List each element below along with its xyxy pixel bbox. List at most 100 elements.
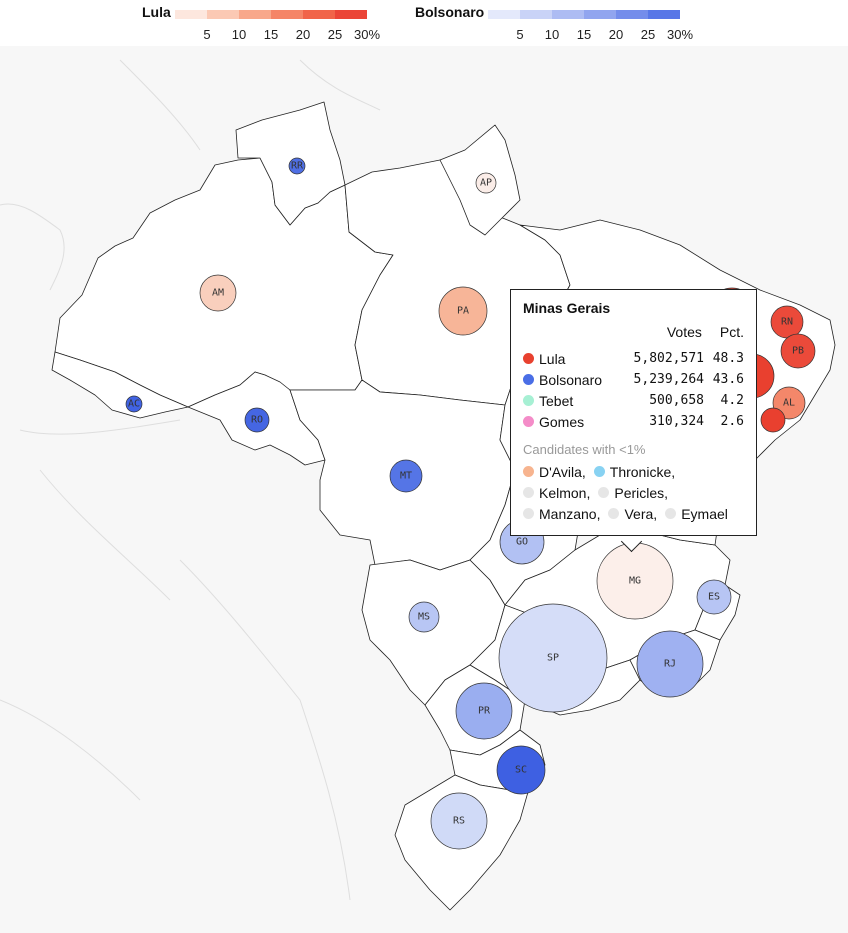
state-circle-pb[interactable] — [780, 333, 816, 369]
candidate-pct: 4.2 — [720, 393, 744, 408]
candidate-name: Gomes — [539, 413, 585, 430]
state-label-ro: RO — [251, 415, 263, 426]
lula-swatch — [207, 10, 239, 19]
state-circle-pa[interactable] — [438, 286, 488, 336]
state-label-pa: PA — [457, 306, 469, 317]
state-circle-ms[interactable] — [408, 601, 440, 633]
minor-candidate-name: Thronicke, — [609, 463, 676, 480]
lula-swatch — [239, 10, 271, 19]
neighbor-countries — [0, 59, 381, 901]
state-circle-ac[interactable] — [125, 395, 143, 413]
candidate-row: Gomes 310,324 2.6 — [523, 411, 744, 432]
minor-candidates-line: Kelmon, Pericles, — [523, 482, 744, 503]
state-label-es: ES — [708, 592, 720, 603]
state-label-al: AL — [783, 398, 795, 409]
state-circle-am[interactable] — [199, 274, 237, 312]
state-label-rn: RN — [781, 317, 793, 328]
minor-candidates-line: D'Avila, Thronicke, — [523, 461, 744, 482]
candidate-color-dot — [523, 374, 534, 385]
minor-candidate: D'Avila, — [523, 464, 586, 480]
lula-swatch — [335, 10, 367, 19]
candidate-color-dot — [523, 416, 534, 427]
state-circle-pr[interactable] — [455, 682, 513, 740]
bolsonaro-tick-label: 5 — [516, 27, 524, 42]
candidate-pct: 43.6 — [712, 372, 744, 387]
state-label-go: GO — [516, 537, 528, 548]
legend-title-bolsonaro: Bolsonaro — [415, 4, 485, 20]
minor-candidate-name: Vera, — [624, 505, 658, 522]
state-label-ac: AC — [128, 399, 140, 410]
bolsonaro-swatch — [488, 10, 520, 19]
minor-candidate-name: Pericles, — [614, 484, 669, 501]
bolsonaro-swatch — [520, 10, 552, 19]
state-circle-northeast-21[interactable] — [760, 407, 786, 433]
candidate-votes: 310,324 — [649, 414, 704, 429]
state-label-sc: SC — [515, 765, 527, 776]
minor-candidate-name: Kelmon, — [539, 484, 591, 501]
pct-column-header: Pct. — [719, 324, 744, 340]
state-label-pr: PR — [478, 706, 491, 717]
tooltip-title: Minas Gerais — [523, 300, 611, 316]
minor-candidate-dot — [523, 487, 534, 498]
candidate-color-dot — [523, 395, 534, 406]
minor-candidate: Thronicke, — [593, 463, 676, 480]
state-label-am: AM — [212, 288, 224, 299]
bolsonaro-swatch — [616, 10, 648, 19]
state-circle-ro[interactable] — [244, 407, 270, 433]
state-tooltip: Minas Gerais Votes Pct. Lula 5,802,571 48.… — [510, 289, 757, 536]
minor-candidate-name: D'Avila, — [539, 463, 586, 480]
candidate-pct: 2.6 — [720, 414, 744, 429]
lula-tick-label: 10 — [231, 27, 247, 42]
candidate-name: Tebet — [539, 392, 574, 409]
minor-candidate: Vera, — [608, 506, 657, 522]
lula-tick-label: 15 — [263, 27, 279, 42]
state-label-rj: RJ — [664, 659, 676, 670]
state-label-pb: PB — [792, 346, 804, 357]
bolsonaro-swatch — [584, 10, 616, 19]
lula-tick-label: 25 — [327, 27, 343, 42]
legend-title-lula: Lula — [142, 4, 171, 20]
state-label-ap: AP — [480, 178, 492, 189]
minor-candidate-dot — [523, 466, 534, 477]
candidate-row: Bolsonaro 5,239,264 43.6 — [523, 369, 744, 390]
candidate-pct: 48.3 — [712, 351, 744, 366]
bolsonaro-swatch — [552, 10, 584, 19]
minor-candidate-name: Manzano, — [539, 505, 601, 522]
minor-candidate-dot — [523, 508, 534, 519]
legend-bar: Lula 5 10 15 20 25 30% Bolsonaro 5 10 15 20 25 30% — [0, 0, 848, 46]
candidate-name: Bolsonaro — [539, 371, 603, 388]
state-circle-rj[interactable] — [636, 630, 704, 698]
minor-candidate-dot — [608, 508, 620, 519]
lula-tick-label: 5 — [203, 27, 211, 42]
minor-candidates-title: Candidates with <1% — [523, 442, 646, 457]
minor-candidate-dot — [593, 466, 605, 477]
lula-tick-label: 30% — [353, 27, 381, 42]
state-label-ms: MS — [418, 612, 430, 623]
minor-candidate-name: Eymael — [681, 505, 728, 522]
minor-candidate: Kelmon, — [523, 485, 590, 501]
candidate-color-dot — [523, 353, 534, 364]
lula-tick-label: 20 — [295, 27, 311, 42]
state-circle-sp[interactable] — [498, 603, 608, 713]
minor-candidates-list: D'Avila, Thronicke, Kelmon, Pericles, Manzan… — [523, 461, 744, 524]
lula-swatch — [271, 10, 303, 19]
lula-swatch — [175, 10, 207, 19]
bolsonaro-tick-label: 15 — [576, 27, 592, 42]
minor-candidate: Pericles, — [598, 485, 668, 501]
lula-swatch — [303, 10, 335, 19]
state-circle-rr[interactable] — [288, 157, 306, 175]
tooltip-header: Votes Pct. — [523, 324, 744, 340]
candidate-votes: 5,802,571 — [633, 351, 704, 366]
state-circle-ap[interactable] — [475, 172, 497, 194]
state-circle-sc[interactable] — [496, 745, 546, 795]
state-label-rr: RR — [291, 161, 304, 172]
minor-candidate-dot — [598, 487, 610, 498]
state-circle-es[interactable] — [696, 579, 732, 615]
state-label-mg: MG — [629, 576, 641, 587]
bolsonaro-tick-label: 20 — [608, 27, 624, 42]
minor-candidate-dot — [665, 508, 677, 519]
state-circle-rs[interactable] — [430, 792, 488, 850]
state-circle-mt[interactable] — [389, 459, 423, 493]
bolsonaro-swatch — [648, 10, 680, 19]
candidate-name: Lula — [539, 350, 566, 367]
